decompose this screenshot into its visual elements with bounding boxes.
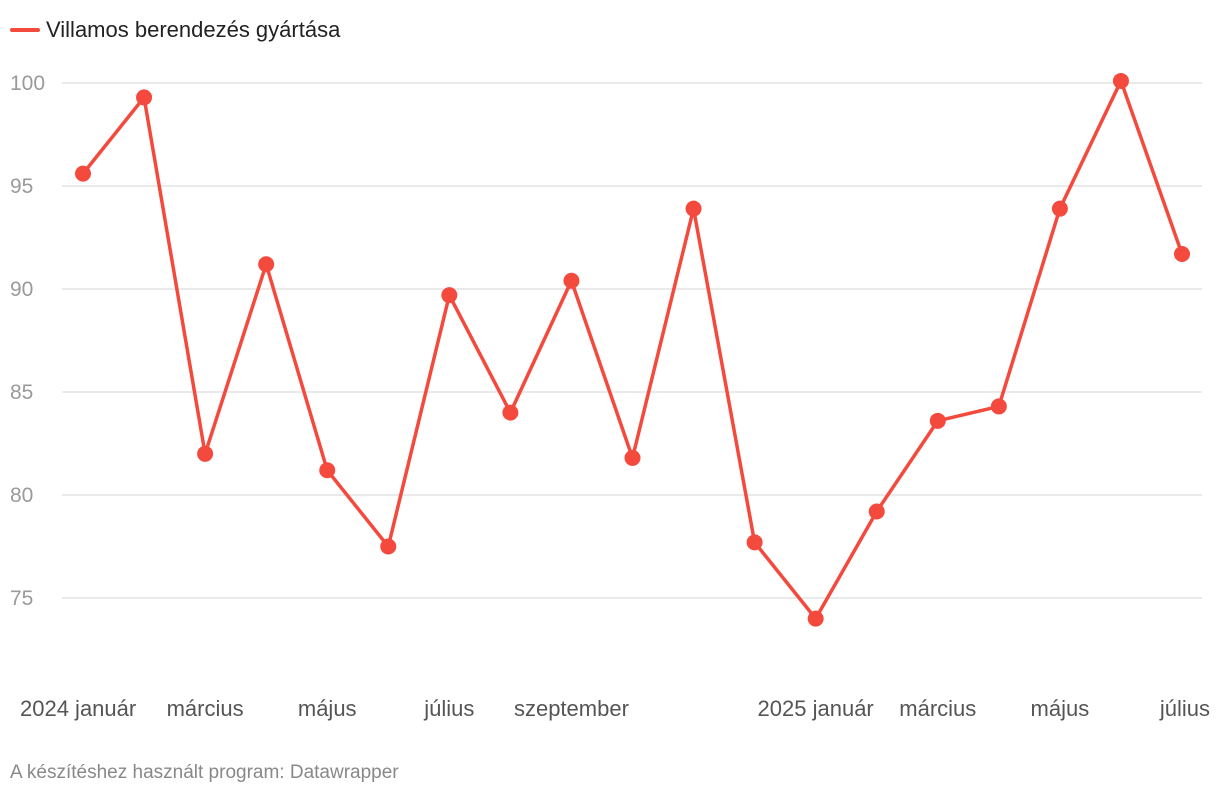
- data-point[interactable]: [1112, 72, 1129, 89]
- data-point[interactable]: [1051, 200, 1068, 217]
- y-tick-label: 75: [10, 587, 33, 610]
- data-point[interactable]: [807, 610, 824, 627]
- data-point[interactable]: [868, 503, 885, 520]
- legend-swatch: [10, 28, 40, 32]
- y-tick-label: 95: [10, 175, 33, 198]
- y-tick-label: 90: [10, 278, 33, 301]
- x-tick-label: március: [899, 696, 976, 721]
- data-point[interactable]: [1174, 245, 1190, 262]
- series-line: [81, 79, 1184, 621]
- data-point[interactable]: [258, 256, 275, 273]
- data-point[interactable]: [75, 165, 91, 182]
- legend: Villamos berendezés gyártása: [10, 16, 340, 44]
- x-tick-label: május: [298, 696, 357, 721]
- y-tick-label: 100: [10, 72, 45, 95]
- x-tick-label: 2024 január: [20, 696, 136, 721]
- data-point[interactable]: [929, 412, 946, 429]
- grid: [62, 82, 1202, 599]
- data-point[interactable]: [746, 534, 763, 551]
- data-point[interactable]: [685, 200, 702, 217]
- x-tick-label: július: [423, 696, 474, 721]
- data-point[interactable]: [136, 89, 153, 106]
- x-tick-label: július: [1159, 696, 1210, 721]
- y-axis-ticks: 75 80 85 90 95 100: [10, 72, 45, 610]
- credit-footer: A készítéshez használt program: Datawrap…: [10, 762, 399, 783]
- data-point[interactable]: [502, 404, 519, 421]
- legend-label: Villamos berendezés gyártása: [46, 17, 341, 42]
- y-tick-label: 85: [10, 381, 33, 404]
- x-tick-label: szeptember: [514, 696, 629, 721]
- x-tick-label: május: [1031, 696, 1090, 721]
- x-tick-label: március: [167, 696, 244, 721]
- data-point[interactable]: [380, 538, 397, 555]
- data-point[interactable]: [319, 462, 336, 479]
- data-point[interactable]: [441, 287, 458, 304]
- x-tick-label: 2025 január: [758, 696, 874, 721]
- data-point[interactable]: [563, 272, 580, 289]
- data-point[interactable]: [624, 449, 641, 466]
- data-point[interactable]: [197, 445, 214, 462]
- y-tick-label: 80: [10, 484, 33, 507]
- series: [75, 72, 1190, 627]
- x-axis-ticks: 2024 január március május július szeptember 2…: [20, 696, 1210, 721]
- data-point[interactable]: [990, 398, 1007, 415]
